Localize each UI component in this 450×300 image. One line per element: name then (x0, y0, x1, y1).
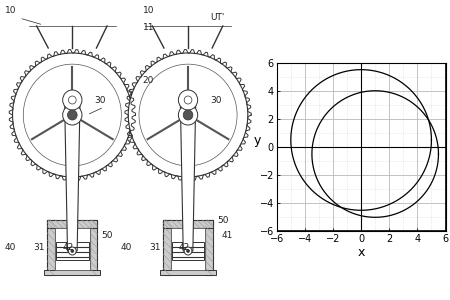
Circle shape (68, 110, 77, 120)
Circle shape (187, 250, 189, 253)
Text: 50: 50 (217, 216, 229, 225)
Text: UT': UT' (210, 13, 225, 22)
Bar (55, 228, 90, 270)
Bar (205, 220, 213, 275)
Bar (47, 220, 55, 275)
Text: 31: 31 (34, 243, 45, 252)
Circle shape (183, 110, 193, 120)
Text: 30: 30 (94, 96, 106, 105)
Bar (160, 270, 216, 275)
Text: 42: 42 (63, 243, 74, 252)
Text: 41: 41 (222, 231, 233, 240)
Circle shape (178, 90, 198, 110)
Circle shape (71, 250, 74, 253)
Circle shape (184, 247, 192, 255)
Circle shape (13, 53, 132, 177)
Circle shape (68, 247, 76, 255)
Text: 31: 31 (149, 243, 161, 252)
Text: 10: 10 (143, 6, 154, 15)
Circle shape (178, 105, 198, 125)
Bar (171, 228, 205, 270)
Bar (163, 220, 213, 228)
Text: 10: 10 (5, 6, 16, 15)
Polygon shape (180, 100, 196, 251)
Text: 40: 40 (5, 243, 16, 252)
Circle shape (63, 90, 82, 110)
X-axis label: x: x (357, 245, 365, 259)
Circle shape (128, 53, 248, 177)
Y-axis label: y: y (253, 134, 261, 147)
Text: 42: 42 (178, 243, 189, 252)
Text: 11: 11 (143, 23, 154, 32)
Bar (171, 242, 204, 260)
Text: 50: 50 (101, 231, 113, 240)
Circle shape (68, 96, 76, 104)
Circle shape (184, 96, 192, 104)
Bar (56, 242, 89, 260)
Polygon shape (65, 100, 80, 251)
Text: 20: 20 (143, 76, 154, 85)
Bar (45, 270, 100, 275)
Bar (163, 220, 171, 275)
Circle shape (63, 105, 82, 125)
Bar (90, 220, 97, 275)
Text: 40: 40 (121, 243, 132, 252)
Bar (47, 220, 97, 228)
Text: 30: 30 (210, 96, 222, 105)
